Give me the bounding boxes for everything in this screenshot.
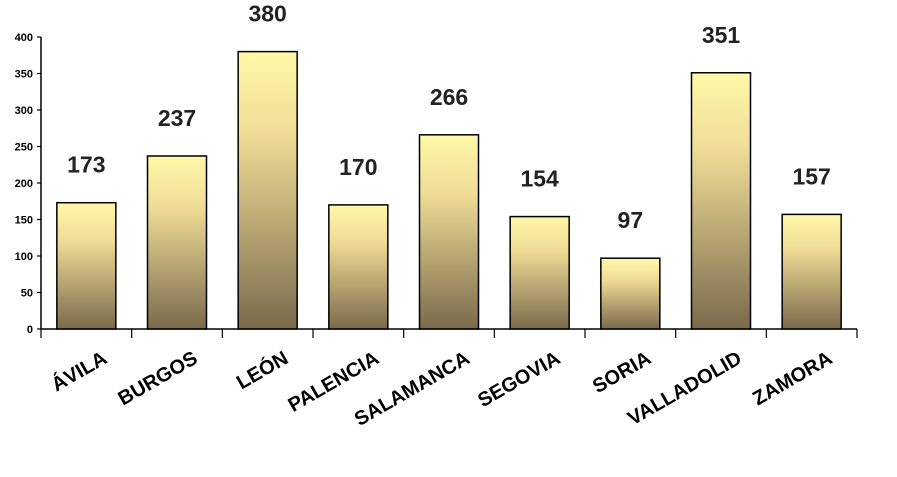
x-tick-label: LEÓN: [232, 346, 292, 395]
y-tick-label: 0: [27, 324, 33, 336]
y-tick-label: 300: [15, 105, 33, 117]
data-label: 380: [248, 1, 286, 27]
bars: 173 237 380 170 266 154 97 351 157: [56, 1, 842, 330]
x-tick-label: SORIA: [589, 347, 655, 398]
y-tick-label: 350: [15, 69, 33, 81]
bar: [690, 72, 752, 330]
data-label: 97: [618, 207, 644, 233]
bar: [56, 201, 117, 330]
bar: [781, 213, 842, 330]
x-tick-label: SEGOVIA: [474, 347, 564, 412]
x-tick-label: BURGOS: [114, 347, 201, 410]
x-tick-label: ÁVILA: [47, 346, 110, 396]
bar: [237, 50, 298, 330]
bar: [509, 215, 570, 330]
data-label: 170: [339, 154, 377, 180]
x-tick-label: ZAMORA: [749, 347, 836, 410]
data-label: 173: [67, 152, 105, 178]
bar: [328, 204, 389, 330]
bar: [418, 134, 480, 330]
data-label: 351: [702, 22, 741, 48]
bar: [600, 257, 661, 330]
y-tick-label: 100: [15, 251, 33, 263]
data-label: 154: [520, 166, 559, 192]
bar: [146, 155, 208, 330]
y-tick-label: 200: [15, 178, 33, 190]
y-tick-label: 250: [15, 142, 33, 154]
data-label: 237: [158, 105, 196, 131]
y-tick-label: 150: [15, 215, 33, 227]
data-label: 157: [792, 163, 830, 189]
y-axis: 0 50 100 150 200 250 300 350 400: [15, 32, 41, 336]
y-tick-label: 50: [21, 288, 33, 300]
data-label: 266: [430, 84, 468, 110]
y-tick-label: 400: [15, 32, 33, 44]
